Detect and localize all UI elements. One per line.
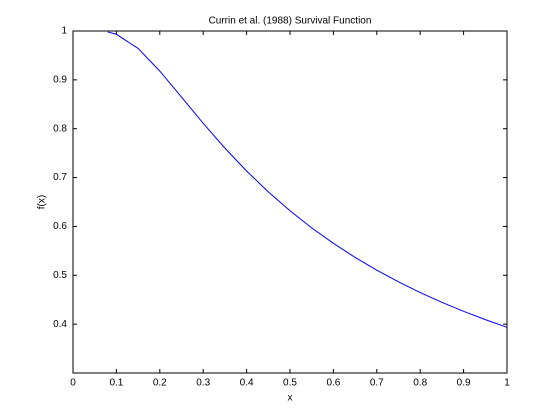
data-line	[107, 31, 508, 328]
y-tick-label: 0.9	[53, 74, 67, 85]
y-tick-label: 0.7	[53, 172, 67, 183]
chart-title: Currin et al. (1988) Survival Function	[209, 16, 372, 27]
x-tick-label: 0.9	[457, 378, 471, 389]
x-tick-label: 0.3	[196, 378, 210, 389]
y-axis-label: f(x)	[37, 195, 48, 209]
x-tick-label: 0.1	[109, 378, 123, 389]
x-tick-label: 0	[70, 378, 76, 389]
x-tick-label: 0.5	[283, 378, 297, 389]
x-tick-label: 0.4	[240, 378, 254, 389]
x-tick-label: 0.7	[370, 378, 384, 389]
x-tick-label: 1	[504, 378, 510, 389]
y-tick-label: 0.4	[53, 319, 67, 330]
y-tick-label: 0.6	[53, 221, 67, 232]
x-axis-label: x	[288, 393, 293, 404]
x-tick-label: 0.2	[153, 378, 167, 389]
y-tick-label: 0.8	[53, 123, 67, 134]
x-tick-label: 0.8	[413, 378, 427, 389]
y-tick-label: 1	[61, 26, 67, 37]
x-tick-label: 0.6	[326, 378, 340, 389]
plot-box	[72, 30, 508, 374]
y-tick-label: 0.5	[53, 270, 67, 281]
